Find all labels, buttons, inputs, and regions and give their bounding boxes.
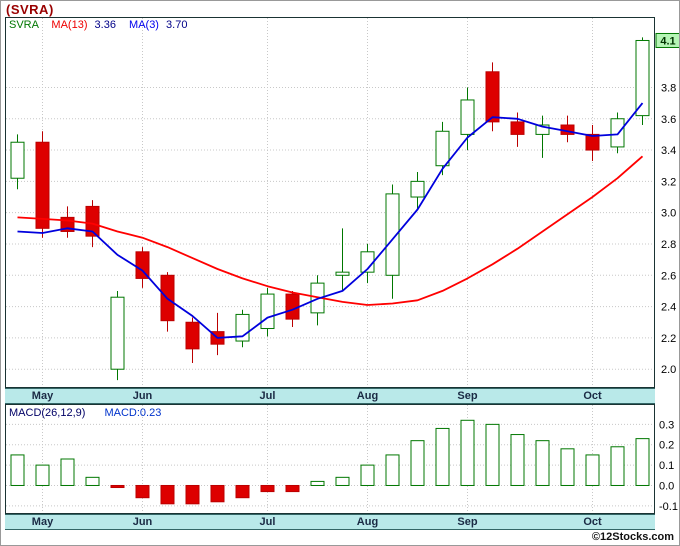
svg-text:2.0: 2.0 (661, 364, 676, 376)
month-label: Jun (132, 516, 153, 528)
month-label: May (31, 516, 54, 528)
legend-ma13-label: MA(13) (51, 19, 88, 31)
macd-legend: MACD(26,12,9) MACD:0.23 (9, 407, 161, 419)
svg-text:0.1: 0.1 (659, 460, 674, 472)
svg-text:-0.1: -0.1 (659, 501, 678, 513)
ma-line-MA(13) (17, 155, 644, 306)
legend-ma13-value: 3.36 (94, 19, 116, 31)
svg-text:0.3: 0.3 (659, 419, 674, 431)
macd-legend-name: MACD(26,12,9) (9, 407, 86, 419)
month-axis-top: May Jun Jul Aug Sep Oct (5, 388, 655, 404)
svg-text:2.6: 2.6 (661, 270, 676, 282)
svg-text:3.8: 3.8 (661, 82, 676, 94)
month-label: Sep (457, 516, 478, 528)
site-watermark: ©12Stocks.com (591, 531, 674, 543)
svg-text:3.0: 3.0 (661, 208, 676, 220)
svg-text:0.2: 0.2 (659, 440, 674, 452)
last-price-marker (655, 32, 679, 48)
svg-text:2.2: 2.2 (661, 333, 676, 345)
svg-text:4.1: 4.1 (660, 35, 675, 47)
price-chart-svg: 3.8 3.6 3.4 3.2 3.0 2.8 2.6 2.4 2.2 2.0 4.1 (5, 17, 679, 388)
svg-text:3.2: 3.2 (661, 176, 676, 188)
price-legend: SVRA MA(13) 3.36 MA(3) 3.70 (9, 19, 187, 31)
macd-legend-value: MACD:0.23 (104, 407, 162, 419)
month-label: May (31, 390, 54, 402)
month-label: Jul (259, 390, 276, 402)
month-label: Oct (583, 516, 602, 528)
ma-line-MA(3) (17, 102, 644, 339)
month-label: Jul (259, 516, 276, 528)
svg-text:2.8: 2.8 (661, 239, 676, 251)
svg-text:0.0: 0.0 (659, 480, 674, 492)
svg-text:3.4: 3.4 (661, 145, 676, 157)
month-label: Aug (356, 516, 379, 528)
svg-text:3.6: 3.6 (661, 114, 676, 126)
ticker-title: (SVRA) (6, 2, 54, 17)
legend-symbol: SVRA (9, 19, 39, 31)
legend-ma3-value: 3.70 (166, 19, 188, 31)
month-label: Aug (356, 390, 379, 402)
month-label: Jun (132, 390, 153, 402)
month-axis-bottom: May Jun Jul Aug Sep Oct (5, 514, 655, 530)
month-label: Oct (583, 390, 602, 402)
month-label: Sep (457, 390, 478, 402)
svg-text:2.4: 2.4 (661, 302, 676, 314)
legend-ma3-label: MA(3) (129, 19, 159, 31)
macd-chart-svg: 0.3 0.2 0.1 0.0 -0.1 (5, 404, 678, 514)
